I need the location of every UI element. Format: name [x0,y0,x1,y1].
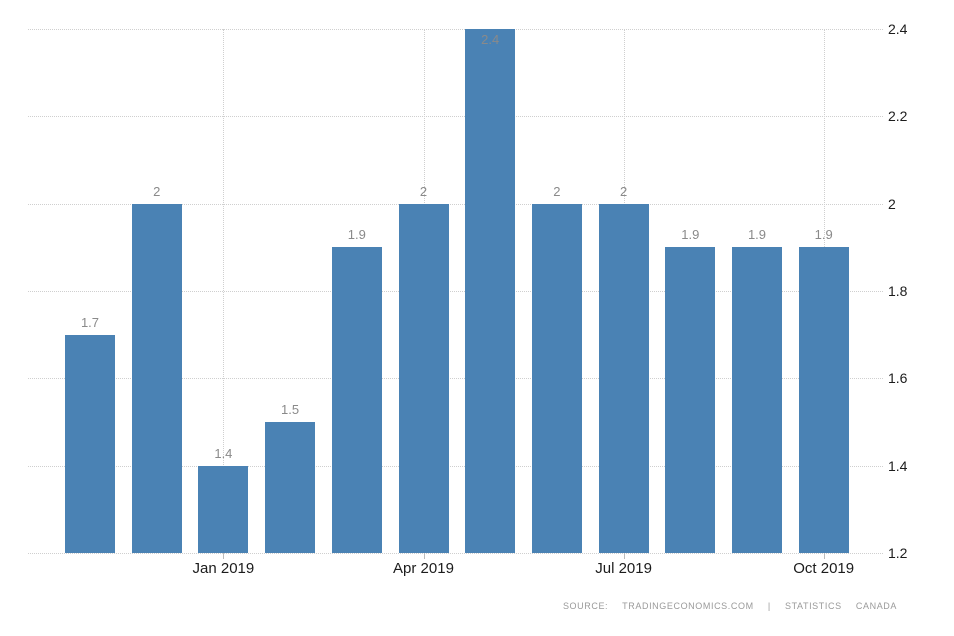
bar[interactable] [732,247,782,553]
x-axis-tick [423,553,425,559]
bar-value-label: 2.4 [481,32,500,47]
bar[interactable] [198,465,249,553]
x-axis-label: Jul 2019 [595,560,652,577]
bar-value-label: 1.5 [281,402,300,417]
v-gridline [223,29,225,553]
h-gridline [28,378,883,380]
bar-value-label: 2 [153,183,161,199]
x-axis-tick [623,553,625,559]
bar[interactable] [465,29,516,553]
bar[interactable] [265,422,316,553]
bar[interactable] [665,247,716,553]
bar-value-label: 1.9 [681,227,700,243]
bar[interactable] [331,247,382,553]
x-axis-tick [223,553,225,559]
bar-value-label: 1.9 [747,227,767,243]
bar-value-label: 2 [553,183,561,199]
y-axis-label: 1.8 [888,283,908,299]
bar-value-label: 1.9 [814,227,833,243]
h-gridline [28,203,883,205]
y-axis-label: 1.6 [888,370,908,387]
bar-value-label: 1.9 [347,227,366,243]
bar[interactable] [531,203,582,553]
h-gridline [28,116,883,118]
bar-value-label: 2 [619,183,628,199]
x-axis-label: Apr 2019 [393,560,454,577]
bar-value-label: 1.7 [80,314,100,330]
y-axis-label: 1.4 [888,457,908,474]
bar-value-label: 2 [419,183,428,199]
h-gridline [28,553,883,554]
bar[interactable] [798,247,849,553]
bar[interactable] [131,203,182,553]
source-text: SOURCE: TRADINGECONOMICS.COM | STATISTIC… [562,601,897,611]
y-axis-label: 1.2 [888,545,908,561]
y-axis-label: 2.4 [888,21,908,37]
bar[interactable] [398,203,449,553]
x-axis-label: Oct 2019 [793,560,855,577]
y-axis-label: 2.2 [888,108,908,125]
h-gridline [28,291,883,292]
bar[interactable] [65,334,115,553]
x-axis-tick [823,553,825,559]
h-gridline [28,29,883,30]
h-gridline [28,465,883,467]
bar[interactable] [598,203,649,553]
x-axis-label: Jan 2019 [192,560,255,577]
bar-value-label: 1.4 [214,445,233,461]
y-axis-label: 2 [888,195,896,212]
